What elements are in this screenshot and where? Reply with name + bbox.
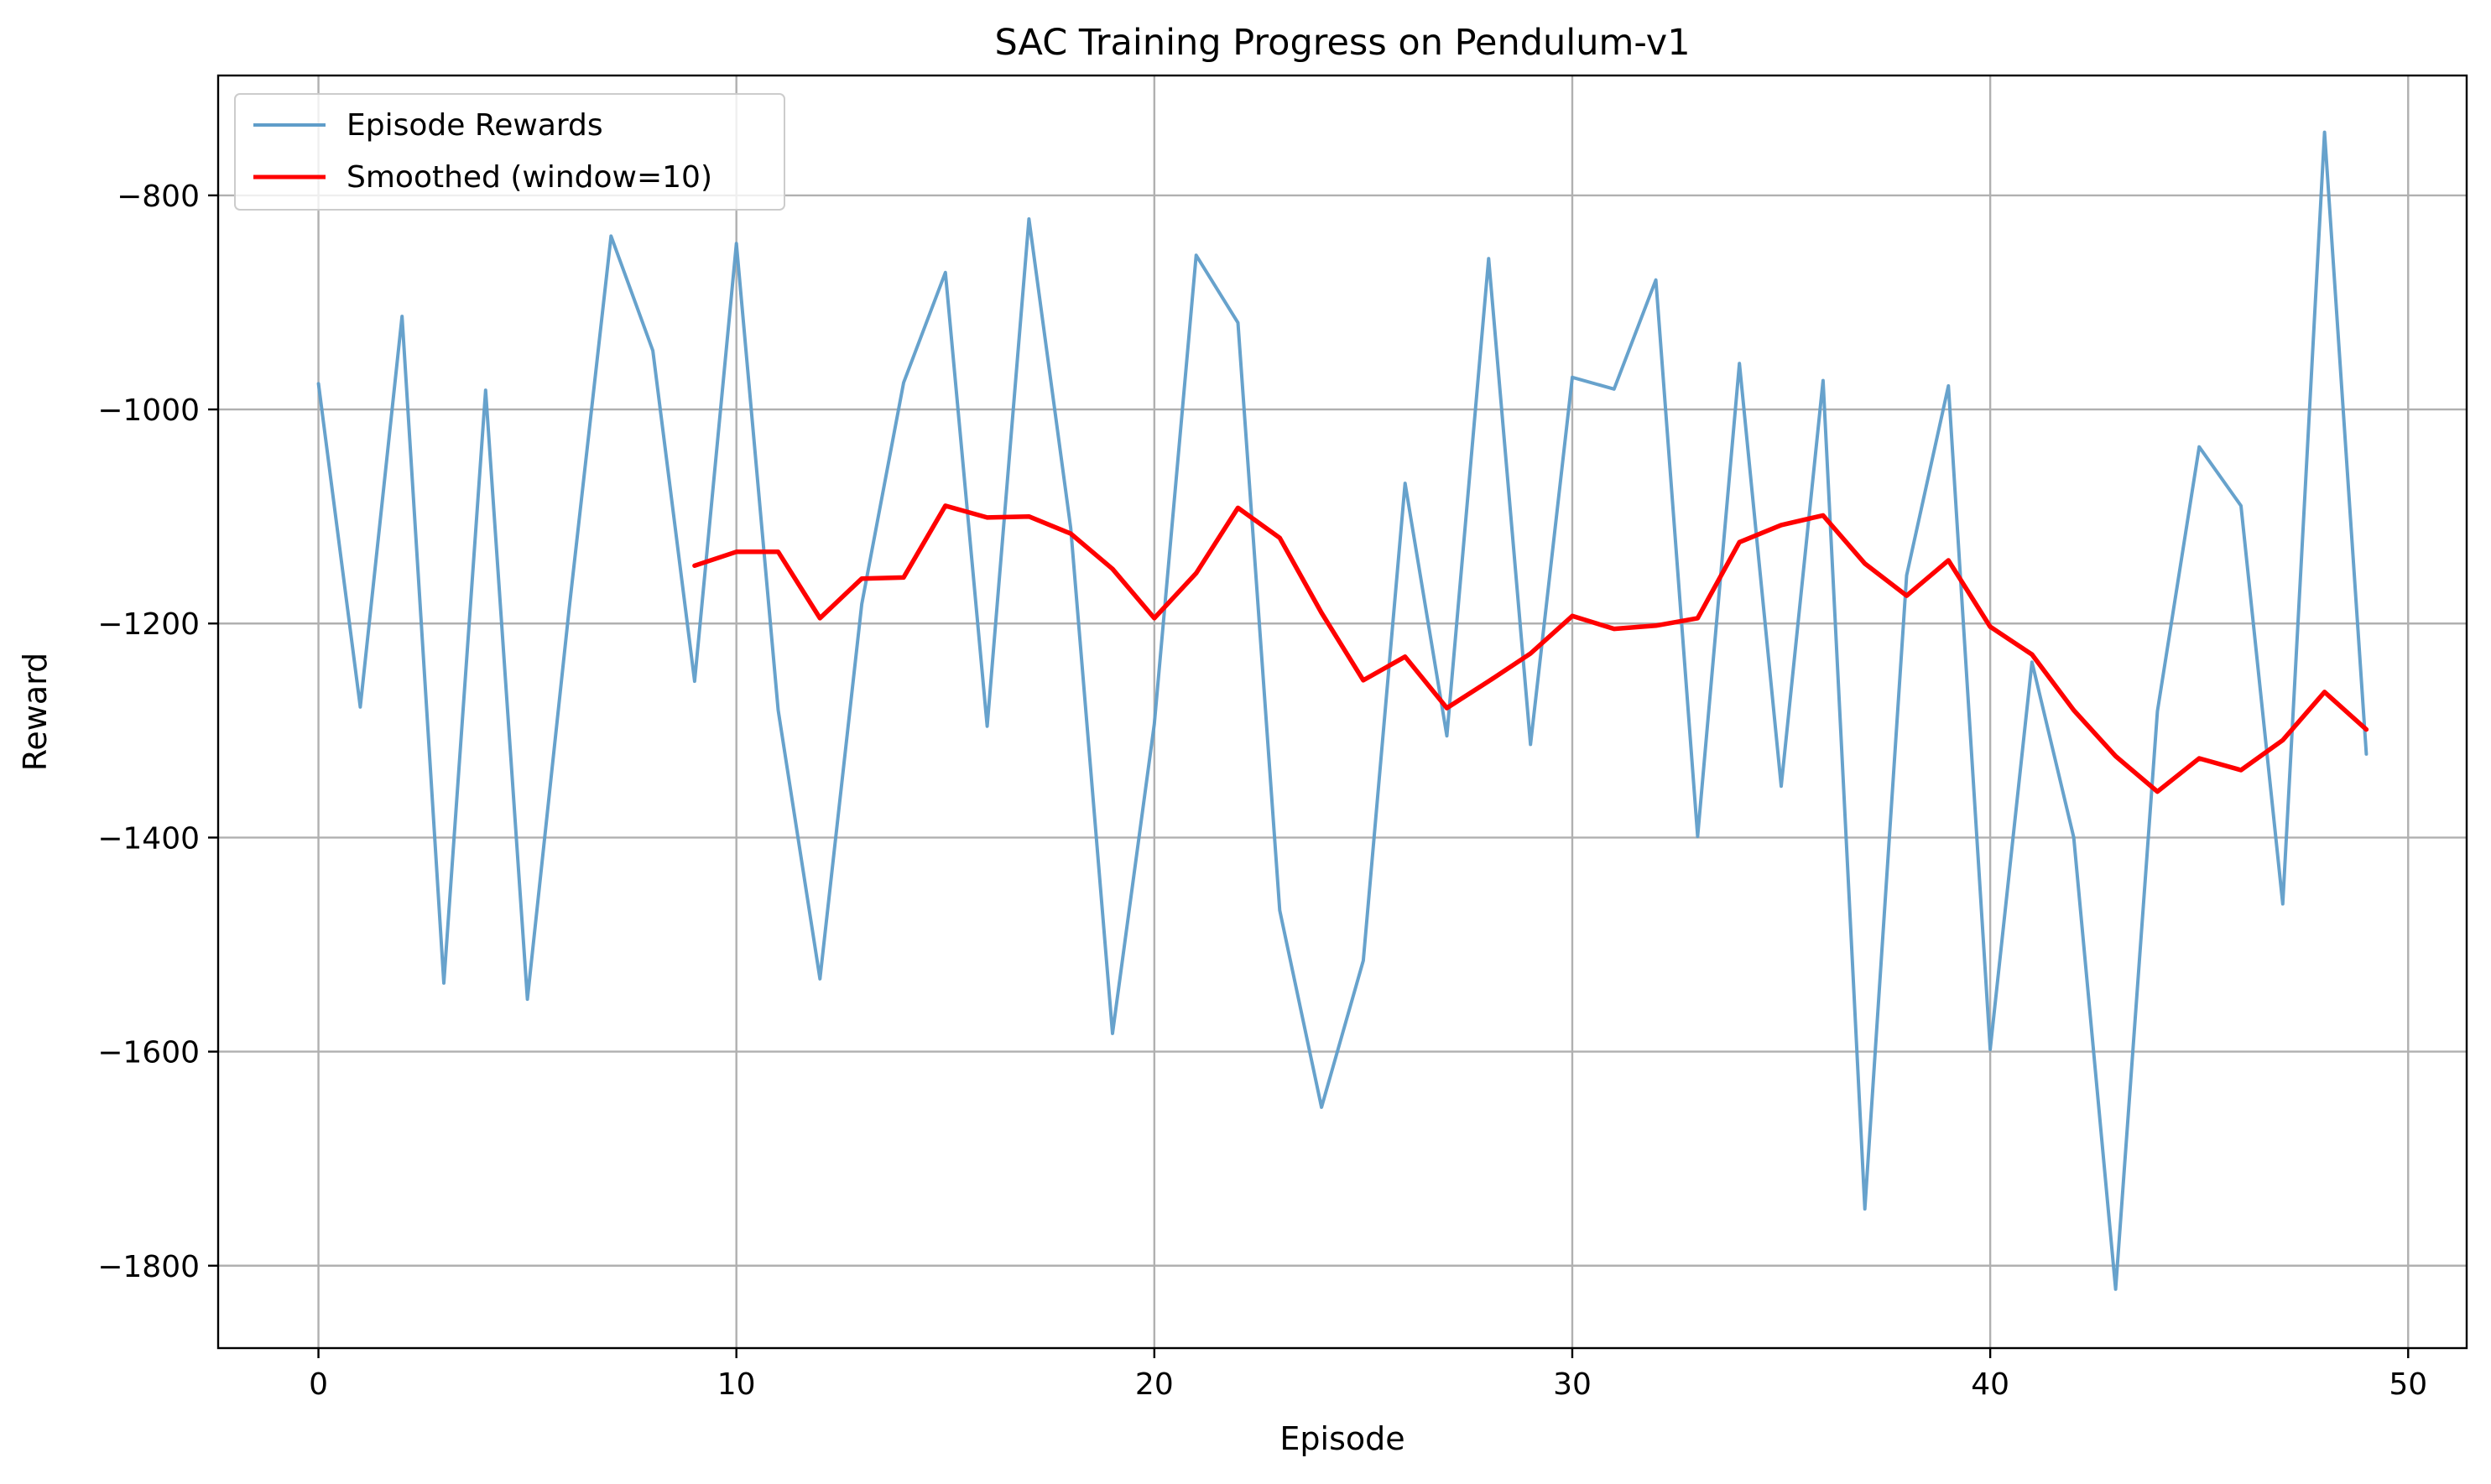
legend-box (234, 93, 785, 211)
y-axis-label: Reward (17, 653, 54, 772)
legend-label-episode-rewards: Episode Rewards (347, 108, 603, 143)
y-tick-label: −800 (117, 180, 200, 214)
x-tick-label: 30 (1553, 1367, 1592, 1402)
legend-label-smoothed: Smoothed (window=10) (347, 160, 712, 195)
y-tick-label: −1600 (97, 1036, 200, 1070)
x-tick-label: 40 (1971, 1367, 2009, 1402)
legend: Episode Rewards Smoothed (window=10) (234, 93, 785, 211)
y-tick-label: −1400 (97, 821, 200, 856)
plot-frame (216, 74, 2468, 1350)
series-layer (316, 130, 2369, 1291)
y-tick-label: −1000 (97, 393, 200, 428)
x-tick-label: 0 (309, 1367, 328, 1402)
y-tick-label: −1200 (97, 607, 200, 642)
x-axis-label: Episode (1279, 1420, 1404, 1457)
series-line-smoothed (692, 503, 2369, 794)
axis-ticks: 0 10 20 30 40 50 −800 −1000 −1200 −1400 −1600 −1800 (97, 180, 2427, 1402)
y-tick-label: −1800 (97, 1250, 200, 1284)
x-tick-label: 50 (2389, 1367, 2427, 1402)
x-tick-label: 10 (717, 1367, 756, 1402)
chart-title: SAC Training Progress on Pendulum-v1 (994, 22, 1690, 64)
x-tick-label: 20 (1135, 1367, 1174, 1402)
series-line-episode-rewards (316, 130, 2369, 1291)
